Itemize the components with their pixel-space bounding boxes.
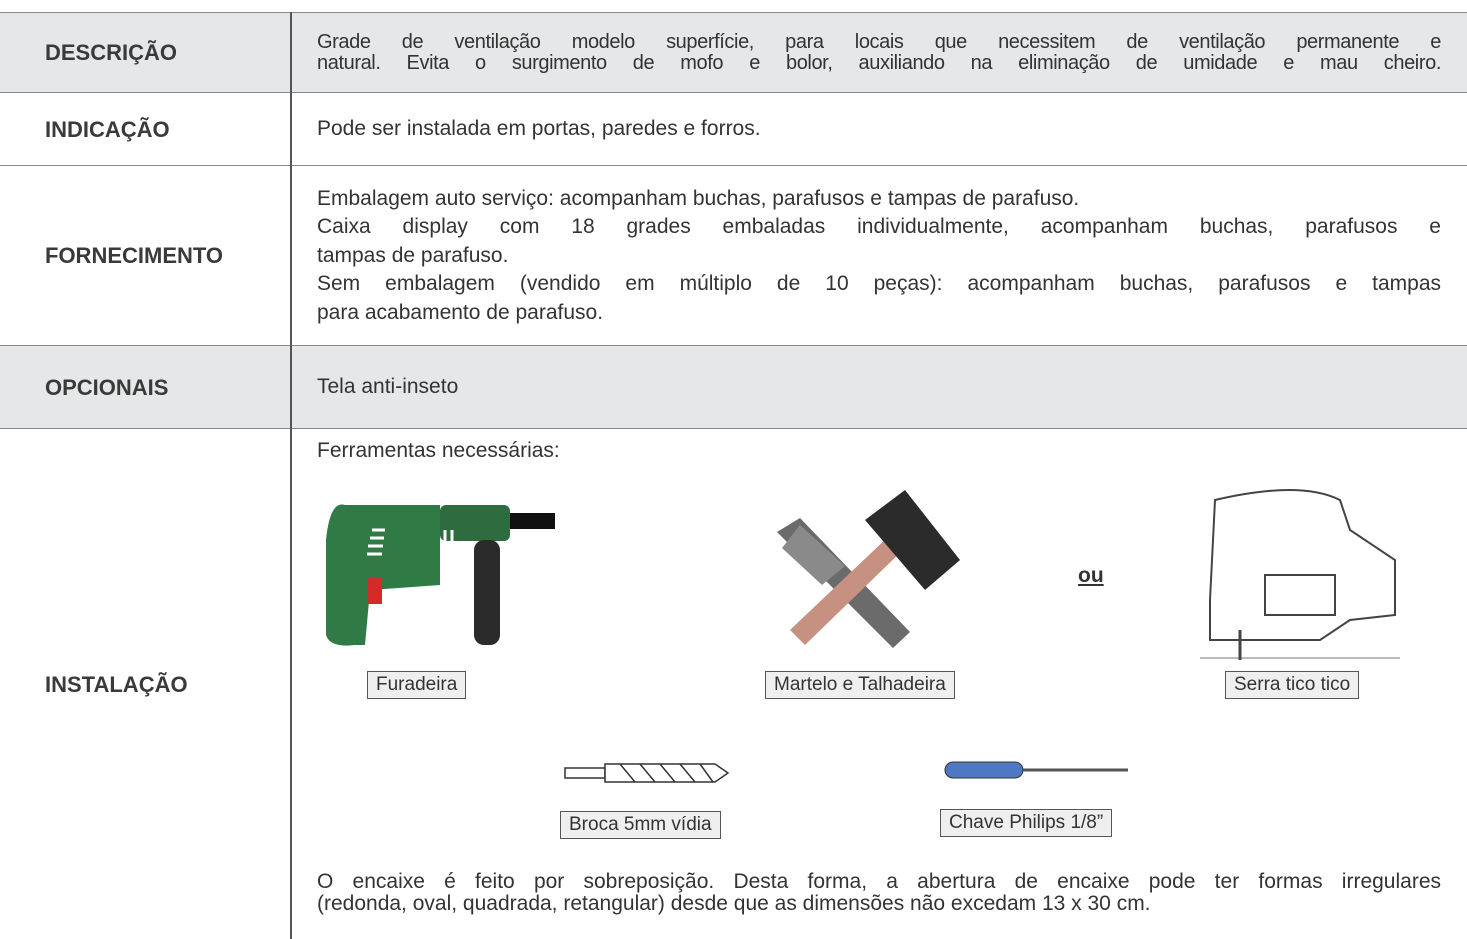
tool-label: Broca 5mm vídia xyxy=(560,811,721,839)
row-content: Embalagem auto serviço: acompanham bucha… xyxy=(317,185,1441,328)
tool-label: Martelo e Talhadeira xyxy=(765,671,955,699)
jigsaw-icon xyxy=(1200,489,1400,660)
text-line: (redonda, oval, quadrada, retangular) de… xyxy=(317,892,1151,915)
row-content: Tela anti-inseto xyxy=(317,373,1441,402)
column-divider xyxy=(290,12,292,939)
text-line: Sem embalagem (vendido em múltiplo de 10… xyxy=(317,272,1441,296)
row-label: INDICAÇÃO xyxy=(45,116,170,142)
separator: ou xyxy=(1078,564,1104,587)
row-label: OPCIONAIS xyxy=(45,374,169,400)
row-content: Pode ser instalada em portas, paredes e … xyxy=(317,115,1441,144)
row-content: Grade de ventilação modelo superfície, p… xyxy=(317,32,1441,74)
text-line: Grade de ventilação modelo superfície, p… xyxy=(317,31,1441,53)
text-line: Tela anti-inseto xyxy=(317,375,459,399)
table-row: OPCIONAIS Tela anti-inseto xyxy=(0,345,1467,428)
text-line: Embalagem auto serviço: acompanham bucha… xyxy=(317,186,1080,210)
text-line: Caixa display com 18 grades embaladas in… xyxy=(317,215,1441,239)
drill-icon xyxy=(326,504,555,646)
text-line: para acabamento de parafuso. xyxy=(317,300,604,324)
intro-text: Ferramentas necessárias: xyxy=(317,439,560,462)
text-line: tampas de parafuso. xyxy=(317,243,509,267)
tool-label: Chave Philips 1/8” xyxy=(940,809,1113,837)
table-row: DESCRIÇÃO Grade de ventilação modelo supe… xyxy=(0,12,1467,92)
table-row: INSTALAÇÃO Ferramentas necessárias: ou Fura… xyxy=(0,428,1467,939)
row-label: FORNECIMENTO xyxy=(45,243,224,268)
text-line: natural. Evita o surgimento de mofo e bo… xyxy=(317,52,1441,74)
text-line: O encaixe é feito por sobreposição. Dest… xyxy=(317,870,1441,893)
row-label: DESCRIÇÃO xyxy=(45,40,178,65)
drill-bit-icon xyxy=(564,763,730,783)
text-line: Pode ser instalada em portas, paredes e … xyxy=(317,117,761,141)
table-row: FORNECIMENTO Embalagem auto serviço: acom… xyxy=(0,165,1467,345)
screwdriver-icon xyxy=(944,761,1128,779)
table-row: INDICAÇÃO Pode ser instalada em portas, p… xyxy=(0,92,1467,165)
tool-label: Serra tico tico xyxy=(1225,671,1360,699)
hammer-chisel-icon xyxy=(777,490,960,648)
tool-label: Furadeira xyxy=(367,671,467,699)
row-label: INSTALAÇÃO xyxy=(45,672,188,697)
row-content: O encaixe é feito por sobreposição. Dest… xyxy=(317,871,1441,915)
